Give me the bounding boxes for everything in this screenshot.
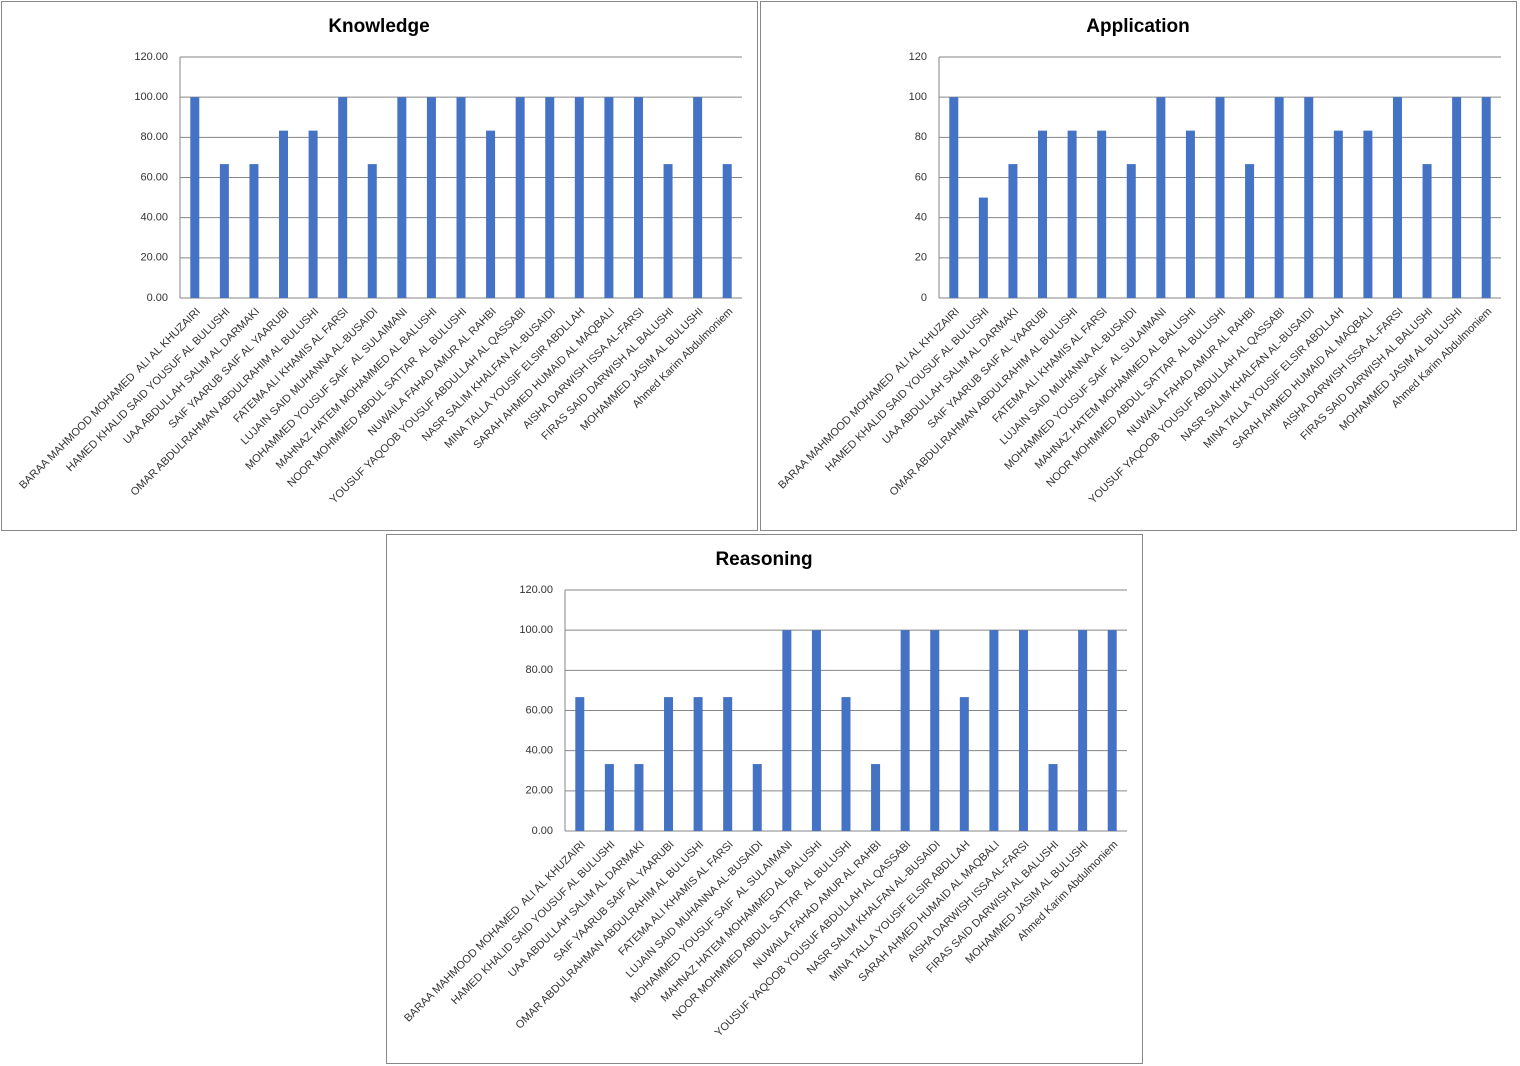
y-tick-label: 40.00 bbox=[525, 745, 553, 757]
bar bbox=[574, 97, 584, 299]
bar bbox=[1078, 630, 1088, 831]
chart-frame bbox=[386, 534, 1143, 1064]
y-tick-label: 120.00 bbox=[519, 584, 553, 596]
y-tick-label: 0.00 bbox=[147, 292, 168, 304]
bar bbox=[693, 97, 703, 299]
bar bbox=[397, 97, 407, 299]
bar bbox=[1392, 97, 1402, 299]
y-tick-label: 80.00 bbox=[525, 664, 553, 676]
y-tick-label: 0 bbox=[921, 292, 927, 304]
bar bbox=[1126, 164, 1136, 298]
chart: Reasoning 0.00 20.00 40.00 60.00 80.00 100.00 1… bbox=[386, 534, 1143, 1064]
bar bbox=[1097, 130, 1107, 298]
bar bbox=[575, 697, 585, 831]
bar bbox=[486, 130, 496, 298]
bar bbox=[693, 697, 703, 831]
bar bbox=[426, 97, 436, 299]
y-tick-label: 100 bbox=[909, 91, 927, 103]
bar bbox=[871, 764, 881, 831]
chart-title: Knowledge bbox=[328, 16, 429, 37]
y-tick-label: 60 bbox=[915, 171, 927, 183]
bar bbox=[900, 630, 910, 831]
bar bbox=[723, 697, 733, 831]
bar bbox=[930, 630, 940, 831]
bar bbox=[515, 97, 525, 299]
bar bbox=[978, 197, 988, 298]
y-tick-label: 40 bbox=[915, 212, 927, 224]
bar bbox=[1008, 164, 1018, 298]
bar bbox=[633, 97, 643, 299]
y-tick-label: 20.00 bbox=[525, 785, 553, 797]
chart: Knowledge 0.00 20.00 40.00 60.00 80.00 100.00 1… bbox=[1, 1, 758, 531]
bar bbox=[782, 630, 792, 831]
bar bbox=[959, 697, 969, 831]
bar bbox=[604, 764, 614, 831]
bar bbox=[1185, 130, 1195, 298]
y-tick-label: 20 bbox=[915, 252, 927, 264]
y-tick-label: 80 bbox=[915, 131, 927, 143]
bar bbox=[1048, 764, 1058, 831]
bar bbox=[279, 130, 289, 298]
bar bbox=[190, 97, 200, 299]
bar bbox=[249, 164, 259, 298]
bar bbox=[1245, 164, 1255, 298]
bar bbox=[664, 697, 674, 831]
y-tick-label: 40.00 bbox=[140, 212, 168, 224]
bar bbox=[1304, 97, 1314, 299]
bar bbox=[989, 630, 999, 831]
y-tick-label: 120 bbox=[909, 51, 927, 63]
chart-frame bbox=[1, 1, 758, 531]
bar bbox=[841, 697, 851, 831]
bar bbox=[338, 97, 348, 299]
bar bbox=[1363, 130, 1373, 298]
bar bbox=[1274, 97, 1284, 299]
chart-frame bbox=[760, 1, 1517, 531]
y-tick-label: 80.00 bbox=[140, 131, 168, 143]
bar bbox=[722, 164, 732, 298]
bar bbox=[1107, 630, 1117, 831]
bar bbox=[1452, 97, 1462, 299]
bar bbox=[1422, 164, 1432, 298]
chart-title: Application bbox=[1086, 16, 1189, 37]
bar bbox=[367, 164, 377, 298]
bar bbox=[1333, 130, 1343, 298]
bar bbox=[308, 130, 318, 298]
bar bbox=[1215, 97, 1225, 299]
y-tick-label: 0.00 bbox=[532, 825, 553, 837]
bar bbox=[663, 164, 673, 298]
bar bbox=[456, 97, 466, 299]
bar bbox=[1481, 97, 1491, 299]
y-tick-label: 60.00 bbox=[525, 704, 553, 716]
y-tick-label: 100.00 bbox=[134, 91, 168, 103]
bar bbox=[811, 630, 821, 831]
y-tick-label: 20.00 bbox=[140, 252, 168, 264]
bar bbox=[1156, 97, 1166, 299]
bar bbox=[219, 164, 229, 298]
bar bbox=[604, 97, 614, 299]
bar bbox=[752, 764, 762, 831]
y-tick-label: 100.00 bbox=[519, 624, 553, 636]
bar bbox=[949, 97, 959, 299]
y-tick-label: 120.00 bbox=[134, 51, 168, 63]
bar bbox=[1018, 630, 1028, 831]
y-tick-label: 60.00 bbox=[140, 171, 168, 183]
bar bbox=[634, 764, 644, 831]
bar bbox=[1038, 130, 1048, 298]
bar bbox=[1067, 130, 1077, 298]
bar bbox=[545, 97, 555, 299]
chart-title: Reasoning bbox=[715, 549, 812, 570]
